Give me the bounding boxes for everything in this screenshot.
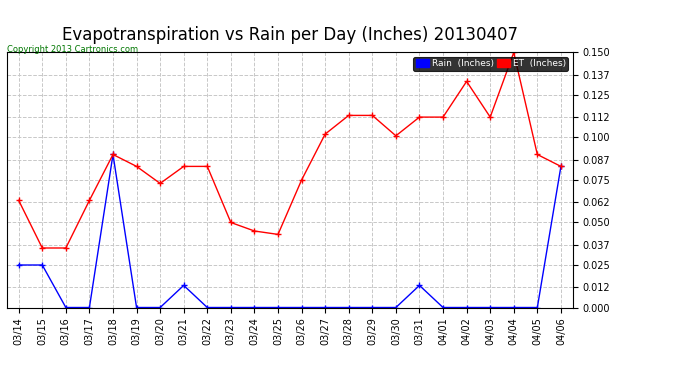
Text: Evapotranspiration vs Rain per Day (Inches) 20130407: Evapotranspiration vs Rain per Day (Inch…	[62, 26, 518, 44]
Text: Copyright 2013 Cartronics.com: Copyright 2013 Cartronics.com	[7, 45, 138, 54]
Legend: Rain  (Inches), ET  (Inches): Rain (Inches), ET (Inches)	[413, 57, 568, 70]
